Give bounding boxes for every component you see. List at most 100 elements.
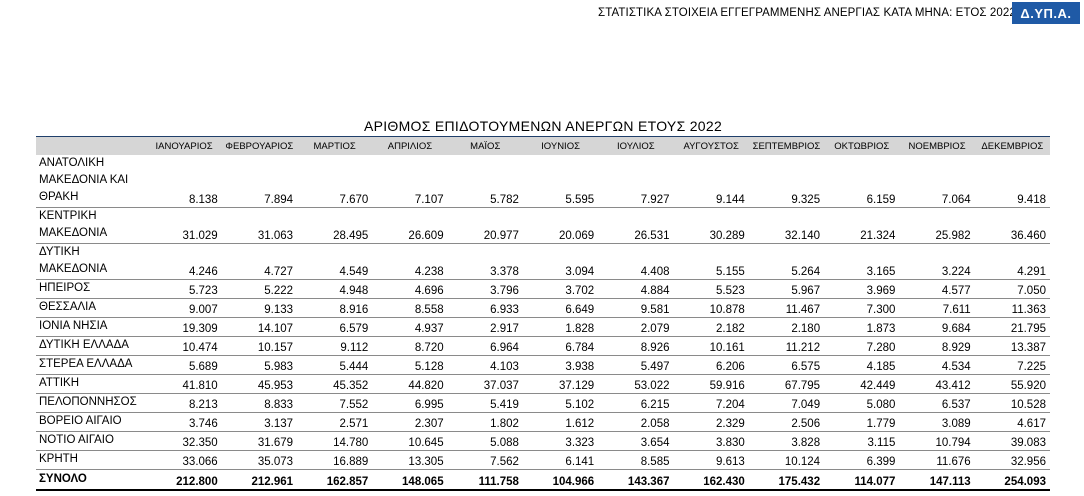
value-cell: 5.088 [447, 431, 523, 451]
value-cell: 6.141 [522, 450, 599, 470]
value-cell: 6.575 [748, 355, 825, 375]
table-row: ΚΡΗΤΗ 33.066 35.073 16.889 13.305 7.562 6.141 8… [36, 450, 1050, 470]
value-cell: 5.080 [824, 393, 900, 413]
region-label-line: ΜΑΚΕΔΟΝΙΑ [39, 227, 108, 239]
table-row: ΣΤΕΡΕΑ ΕΛΛΑΔΑ 5.689 5.983 5.444 5.128 4.103 3.… [36, 355, 1050, 375]
table-row: ΚΕΝΤΡΙΚΗ ΜΑΚΕΔΟΝΙΑ 31.029 31.063 28.495 26.60… [36, 207, 1050, 244]
value-cell: 10.878 [673, 298, 749, 318]
value-cell: 7.050 [974, 279, 1050, 299]
table-row: ΔΥΤΙΚΗ ΕΛΛΑΔΑ 10.474 10.157 9.112 8.720 6.964… [36, 336, 1050, 356]
value-cell: 3.115 [824, 431, 900, 451]
value-cell: 9.613 [673, 450, 749, 470]
region-label-line: ΑΤΤΙΚΗ [39, 377, 80, 389]
value-cell: 37.129 [522, 374, 599, 394]
value-cell: 55.920 [974, 374, 1050, 394]
value-cell: 5.419 [447, 393, 523, 413]
total-label: ΣΥΝΟΛΟ [36, 469, 147, 491]
value-cell: 4.948 [297, 279, 373, 299]
region-label-line: ΗΠΕΙΡΟΣ [39, 282, 91, 294]
value-cell: 9.112 [297, 336, 373, 356]
region-cell: ΠΕΛΟΠΟΝΝΗΣΟΣ [36, 393, 147, 413]
value-cell: 7.670 [297, 155, 373, 208]
table-row: ΙΟΝΙΑ ΝΗΣΙΑ 19.309 14.107 6.579 4.937 2.917 1.… [36, 317, 1050, 337]
value-cell: 2.329 [673, 412, 749, 432]
value-cell: 10.157 [221, 336, 298, 356]
value-cell: 20.977 [447, 207, 523, 244]
value-cell: 37.037 [447, 374, 523, 394]
region-label-line: ΚΡΗΤΗ [39, 453, 78, 465]
month-header: ΙΑΝΟΥΑΡΙΟΣ [146, 136, 222, 155]
total-value-cell: 162.430 [673, 469, 749, 491]
value-cell: 28.495 [297, 207, 373, 244]
value-cell: 9.581 [598, 298, 674, 318]
value-cell: 5.689 [146, 355, 222, 375]
total-value-cell: 212.800 [146, 469, 222, 491]
value-cell: 3.746 [146, 412, 222, 432]
region-label-line: ΠΕΛΟΠΟΝΝΗΣΟΣ [39, 396, 137, 408]
value-cell: 2.571 [297, 412, 373, 432]
table-row: ΔΥΤΙΚΗ ΜΑΚΕΔΟΝΙΑ 4.246 4.727 4.549 4.238 3.378… [36, 243, 1050, 280]
total-value-cell: 212.961 [221, 469, 298, 491]
value-cell: 8.833 [221, 393, 298, 413]
value-cell: 6.206 [673, 355, 749, 375]
value-cell: 8.558 [372, 298, 448, 318]
value-cell: 10.528 [974, 393, 1050, 413]
value-cell: 3.654 [598, 431, 674, 451]
value-cell: 9.007 [146, 298, 222, 318]
value-cell: 4.238 [372, 243, 448, 280]
region-cell: ΗΠΕΙΡΟΣ [36, 279, 147, 299]
value-cell: 4.185 [824, 355, 900, 375]
table-row: ΒΟΡΕΙΟ ΑΙΓΑΙΟ 3.746 3.137 2.571 2.307 1.802 1.… [36, 412, 1050, 432]
value-cell: 5.102 [522, 393, 599, 413]
value-cell: 9.684 [899, 317, 975, 337]
total-value-cell: 147.113 [899, 469, 975, 491]
value-cell: 6.964 [447, 336, 523, 356]
value-cell: 7.927 [598, 155, 674, 208]
month-header: ΙΟΥΝΙΟΣ [522, 136, 599, 155]
value-cell: 3.165 [824, 243, 900, 280]
total-value-cell: 114.077 [824, 469, 900, 491]
region-cell: ΘΕΣΣΑΛΙΑ [36, 298, 147, 318]
value-cell: 45.953 [221, 374, 298, 394]
region-label-line: ΔΥΤΙΚΗ ΕΛΛΑΔΑ [39, 339, 129, 351]
value-cell: 3.089 [899, 412, 975, 432]
value-cell: 4.884 [598, 279, 674, 299]
table-row: ΠΕΛΟΠΟΝΝΗΣΟΣ 8.213 8.833 7.552 6.995 5.419 5.1… [36, 393, 1050, 413]
value-cell: 3.378 [447, 243, 523, 280]
value-cell: 3.969 [824, 279, 900, 299]
region-cell: ΑΤΤΙΚΗ [36, 374, 147, 394]
value-cell: 43.412 [899, 374, 975, 394]
value-cell: 6.579 [297, 317, 373, 337]
value-cell: 32.956 [974, 450, 1050, 470]
report-title: ΣΤΑΤΙΣΤΙΚΑ ΣΤΟΙΧΕΙΑ ΕΓΓΕΓΡΑΜΜΕΝΗΣ ΑΝΕΡΓΙ… [598, 7, 1016, 19]
value-cell: 4.246 [146, 243, 222, 280]
value-cell: 5.782 [447, 155, 523, 208]
table-row: ΑΝΑΤΟΛΙΚΗ ΜΑΚΕΔΟΝΙΑ ΚΑΙ ΘΡΑΚΗ 8.138 7.894 7.6… [36, 155, 1050, 208]
value-cell: 41.810 [146, 374, 222, 394]
value-cell: 5.497 [598, 355, 674, 375]
region-cell: ΝΟΤΙΟ ΑΙΓΑΙΟ [36, 431, 147, 451]
value-cell: 8.926 [598, 336, 674, 356]
region-label-line: ΘΕΣΣΑΛΙΑ [39, 301, 97, 313]
value-cell: 3.828 [748, 431, 825, 451]
table-row: ΗΠΕΙΡΟΣ 5.723 5.222 4.948 4.696 3.796 3.702 4.8… [36, 279, 1050, 299]
value-cell: 32.140 [748, 207, 825, 244]
value-cell: 16.889 [297, 450, 373, 470]
value-cell: 2.079 [598, 317, 674, 337]
month-header: ΟΚΤΩΒΡΙΟΣ [824, 136, 900, 155]
table-title: ΑΡΙΘΜΟΣ ΕΠΙΔΟΤΟΥΜΕΝΩΝ ΑΝΕΡΓΩΝ ΕΤΟΥΣ 2022 [363, 118, 723, 134]
region-cell: ΣΤΕΡΕΑ ΕΛΛΑΔΑ [36, 355, 147, 375]
value-cell: 30.289 [673, 207, 749, 244]
region-cell: ΑΝΑΤΟΛΙΚΗ ΜΑΚΕΔΟΝΙΑ ΚΑΙ ΘΡΑΚΗ [36, 155, 147, 208]
region-cell: ΔΥΤΙΚΗ ΜΑΚΕΔΟΝΙΑ [36, 243, 147, 280]
value-cell: 13.305 [372, 450, 448, 470]
value-cell: 7.107 [372, 155, 448, 208]
value-cell: 8.213 [146, 393, 222, 413]
value-cell: 4.291 [974, 243, 1050, 280]
value-cell: 7.611 [899, 298, 975, 318]
month-header: ΑΥΓΟΥΣΤΟΣ [673, 136, 749, 155]
value-cell: 4.577 [899, 279, 975, 299]
region-cell: ΚΡΗΤΗ [36, 450, 147, 470]
value-cell: 5.723 [146, 279, 222, 299]
value-cell: 53.022 [598, 374, 674, 394]
